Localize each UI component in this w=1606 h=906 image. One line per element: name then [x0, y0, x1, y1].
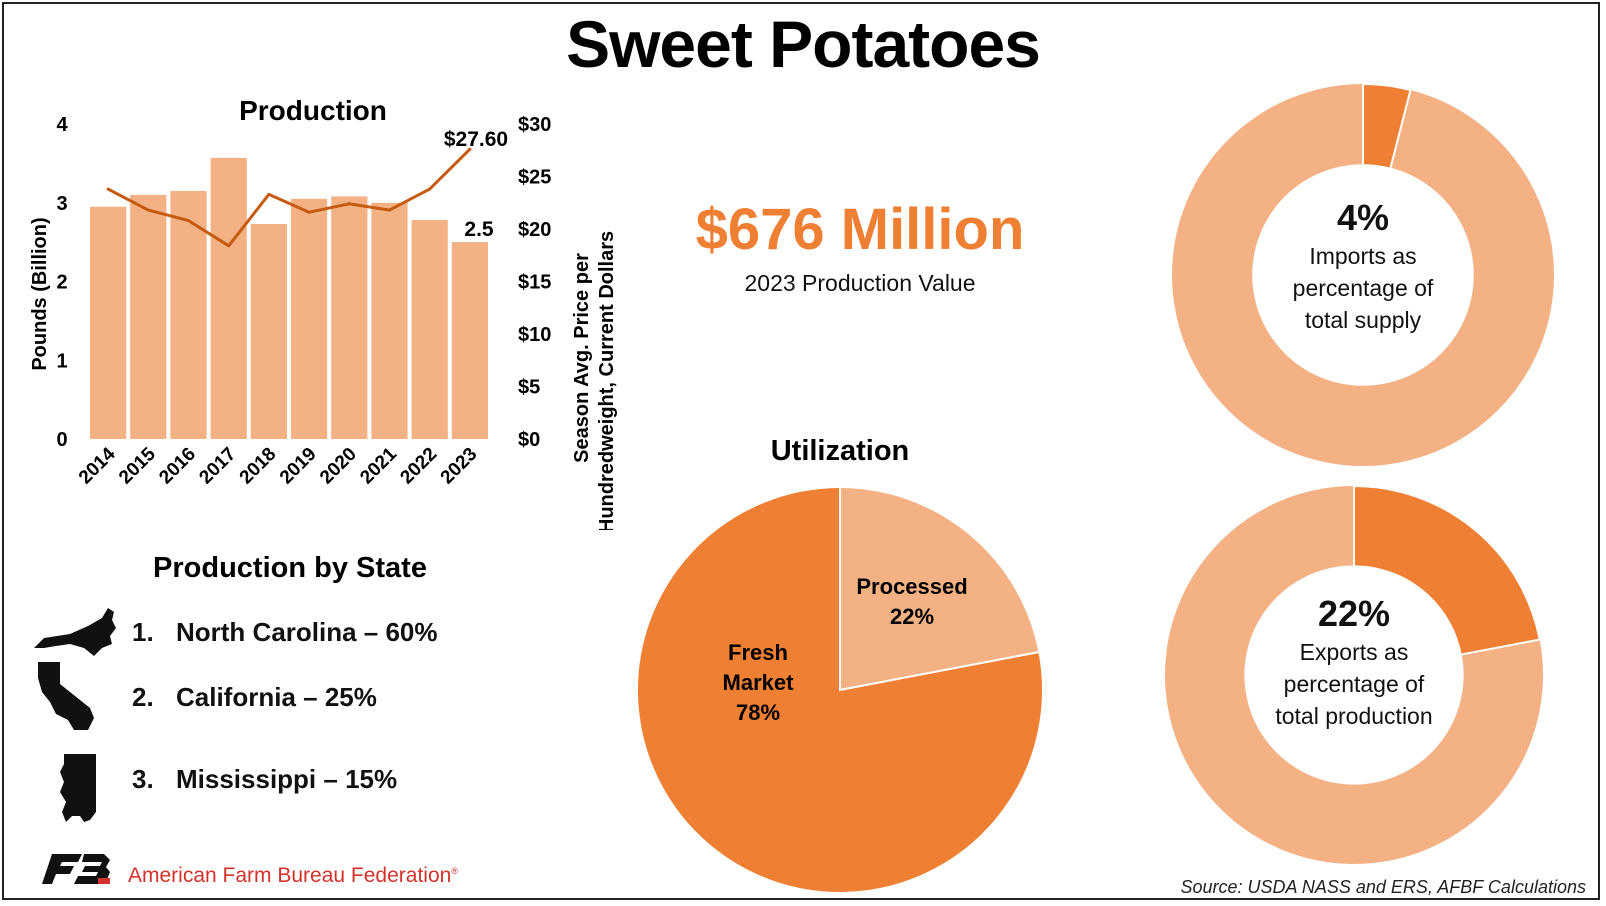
- state-rank: 2.: [132, 682, 154, 712]
- price-line: [107, 148, 471, 248]
- processed-label: Processed: [856, 574, 967, 599]
- price-point-2017: [227, 244, 231, 248]
- imports-donut: [1172, 82, 1554, 466]
- states-title: Production by State: [153, 552, 427, 584]
- price-point-2016: [187, 219, 190, 223]
- pie-slice-processed: [839, 485, 1041, 692]
- price-point-2022: [428, 187, 432, 191]
- price-point-2021: [388, 208, 391, 212]
- state-row-3: 3. Mississippi – 15%: [30, 752, 550, 824]
- x-tick-label: 2017: [195, 444, 240, 489]
- production-value-label: 2023 Production Value: [744, 270, 976, 296]
- exports-label-line: Exports as: [1299, 639, 1409, 665]
- bar-2014: [90, 206, 127, 439]
- exports-pct: 22%: [1317, 593, 1391, 634]
- production-chart: Production $27.60 2.5 Pounds (Billion) S…: [29, 95, 618, 530]
- state-rank: 3.: [132, 764, 154, 794]
- x-tick-label: 2014: [75, 443, 120, 488]
- y2-tick-label: $0: [518, 429, 540, 451]
- price-point-2015: [146, 208, 150, 212]
- price-point-2019: [307, 210, 311, 214]
- page-title: Sweet Potatoes: [566, 7, 1041, 81]
- imports-pct: 4%: [1336, 197, 1390, 238]
- y2-tick-label: $30: [518, 114, 551, 136]
- x-tick-label: 2021: [356, 443, 401, 488]
- bar-2019: [291, 198, 328, 439]
- y2-axis-label-line2: Hundredweight, Current Dollars: [596, 231, 618, 530]
- state-row-2: 2. California – 25%: [30, 660, 550, 732]
- y-tick-label: 1: [56, 350, 67, 372]
- mississippi-icon: [60, 754, 96, 822]
- y2-axis-label-line1: Season Avg. Price per: [571, 253, 593, 463]
- fresh-pct: 78%: [736, 700, 780, 725]
- processed-pct: 22%: [890, 604, 934, 629]
- production-value: $676 Million: [695, 197, 1025, 262]
- state-name: North Carolina – 60%: [176, 617, 438, 647]
- y-tick-label: 0: [56, 429, 67, 451]
- price-point-2014: [106, 187, 110, 191]
- afbf-logo-icon: [42, 854, 110, 884]
- y-tick-label: 4: [56, 114, 68, 136]
- x-tick-label: 2023: [437, 444, 482, 489]
- organization-name-text: American Farm Bureau Federation: [128, 864, 452, 887]
- imports-label-line: total supply: [1304, 307, 1422, 333]
- annot-price-label: $27.60: [444, 128, 508, 151]
- pie-slice-fresh-market: [636, 485, 1044, 894]
- state-row-1: 1. North Carolina – 60%: [30, 604, 550, 664]
- exports-label-line: percentage of: [1283, 671, 1425, 697]
- x-tick-label: 2015: [115, 443, 160, 488]
- bar-2015: [130, 194, 167, 439]
- x-tick-label: 2022: [396, 444, 441, 489]
- bar-2023: [451, 242, 488, 439]
- california-icon: [38, 662, 94, 730]
- imports-donut-label: 4% Imports as percentage of total supply: [1243, 196, 1483, 336]
- price-point-2020: [347, 202, 351, 206]
- imports-label-line: percentage of: [1292, 275, 1434, 301]
- y2-tick-label: $15: [518, 272, 551, 294]
- y-tick-label: 3: [56, 193, 67, 215]
- annot-bar-label: 2.5: [464, 218, 494, 241]
- fresh-label-line1: Fresh: [728, 640, 788, 665]
- y2-tick-label: $25: [518, 167, 551, 189]
- north-carolina-icon: [34, 608, 116, 656]
- exports-label-line: total production: [1275, 703, 1433, 729]
- x-tick-label: 2016: [155, 444, 200, 489]
- state-name: California – 25%: [176, 682, 377, 712]
- y2-tick-label: $5: [518, 377, 540, 399]
- x-tick-label: 2020: [316, 444, 361, 489]
- fresh-label-line2: Market: [723, 670, 795, 695]
- x-tick-label: 2018: [236, 444, 281, 489]
- imports-label-line: Imports as: [1309, 243, 1417, 269]
- exports-donut-label: 22% Exports as percentage of total produ…: [1233, 592, 1475, 732]
- bar-2016: [170, 190, 207, 439]
- x-tick-label: 2019: [276, 444, 321, 489]
- y2-tick-label: $10: [518, 324, 551, 346]
- bar-2021: [371, 202, 408, 439]
- utilization-title: Utilization: [770, 435, 910, 467]
- exports-donut: [1165, 484, 1543, 864]
- chart-title: Production: [239, 95, 387, 126]
- y-tick-label: 2: [56, 272, 67, 294]
- imports-donut-hole: [1252, 164, 1474, 386]
- state-rank: 1.: [132, 617, 154, 647]
- y2-tick-label: $20: [518, 219, 551, 241]
- price-point-2018: [267, 192, 271, 196]
- state-name: Mississippi – 15%: [176, 764, 398, 794]
- y-axis-label: Pounds (Billion): [29, 217, 51, 370]
- registered-mark: ®: [451, 866, 458, 876]
- price-point-2023: [468, 147, 472, 151]
- exports-donut-hole: [1244, 565, 1464, 785]
- utilization-pie: Processed 22% Fresh Market 78%: [636, 485, 1044, 894]
- organization-name: American Farm Bureau Federation®: [128, 864, 458, 888]
- bar-2022: [411, 220, 448, 439]
- bar-2020: [331, 196, 368, 439]
- bar-2017: [210, 157, 247, 440]
- source-note: Source: USDA NASS and ERS, AFBF Calculat…: [1180, 877, 1586, 897]
- bar-2018: [250, 224, 287, 439]
